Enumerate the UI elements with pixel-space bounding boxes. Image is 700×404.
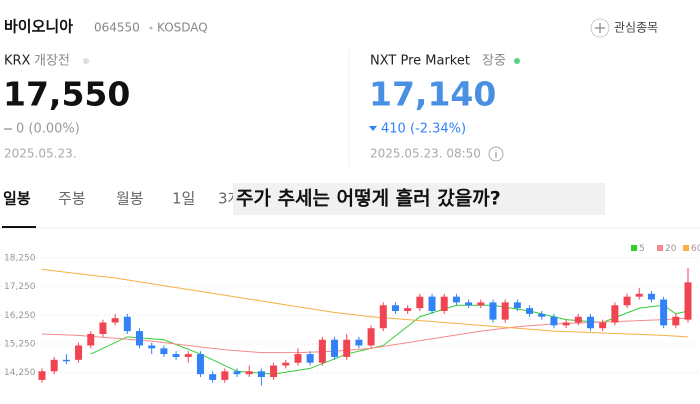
candle-body [355, 339, 363, 346]
candle-body [294, 354, 302, 363]
candle-body [416, 296, 424, 309]
legend-label: 60 [691, 244, 700, 254]
candle-body [367, 328, 375, 346]
candle-body [99, 322, 107, 334]
y-tick-label: 16,250 [4, 311, 36, 321]
stock-name: 바이오니아 [4, 18, 73, 36]
y-tick-label: 17,250 [4, 282, 36, 292]
nxt-price: 17,140 [369, 75, 496, 114]
candle-body [148, 345, 156, 349]
candle-body [184, 354, 192, 357]
nxt-label: NXT Pre Market [370, 54, 470, 69]
candle-body [635, 293, 643, 297]
candle-body [550, 316, 558, 326]
nxt-status: 장중 [482, 54, 506, 69]
legend-swatch [631, 245, 637, 251]
moving-average [41, 268, 689, 338]
krx-price: 17,550 [3, 75, 130, 114]
down-icon [369, 126, 377, 131]
candle-body [440, 296, 448, 312]
market: KOSDAQ [157, 21, 208, 35]
candle-body [684, 282, 692, 320]
candle-body [611, 305, 619, 323]
candle-body [160, 348, 168, 355]
krx-status: 개장전 [34, 54, 70, 69]
krx-change: 0 (0.00%) [16, 122, 80, 137]
candle-body [489, 302, 497, 320]
candle-body [343, 339, 351, 357]
candle-body [672, 316, 680, 326]
candle-body [123, 316, 131, 332]
candle-body [452, 296, 460, 303]
candle-body [257, 371, 265, 378]
candle-body [209, 374, 217, 380]
krx-date: 2025.05.23. [4, 147, 77, 161]
candle-body [391, 305, 399, 312]
candle-body [477, 302, 485, 306]
candle-body [306, 354, 314, 363]
candle-body [526, 308, 534, 314]
candle-body [574, 316, 582, 323]
y-tick-label: 14,250 [4, 368, 36, 378]
dot [149, 26, 153, 30]
legend-label: 5 [639, 244, 645, 254]
status-dot [83, 58, 89, 64]
info-icon[interactable] [488, 146, 504, 162]
candle-body [647, 293, 655, 300]
candle-body [50, 359, 58, 372]
tab[interactable]: 월봉 [116, 190, 144, 208]
banner: 주가 추세는 어떻게 흘러 갔을까? [236, 187, 501, 210]
candle-body [538, 313, 546, 317]
candle-body [586, 316, 594, 329]
candle-body [282, 362, 290, 366]
candle-body [404, 308, 412, 312]
legend-swatch [683, 245, 689, 251]
candle-body [513, 302, 521, 309]
candle-body [38, 371, 46, 380]
krx-label: KRX [4, 54, 31, 69]
nxt-change: 410 (-2.34%) [381, 122, 466, 137]
watch-label: 관심종목 [614, 21, 658, 35]
legend-swatch [657, 245, 663, 251]
candle-body [87, 333, 95, 346]
banner-bg [233, 183, 605, 215]
candle-body [428, 296, 436, 312]
watch-button[interactable]: 관심종목 [590, 18, 658, 38]
candle-body [270, 365, 278, 378]
nxt-date: 2025.05.23. 08:50 [370, 147, 481, 161]
candle-body [331, 339, 339, 357]
status-dot [514, 58, 520, 64]
candle-body [465, 302, 473, 306]
chart: 14,250 15,250 16,250 17,250 18,250 5 20 60 [0, 244, 700, 386]
y-tick-label: 15,250 [4, 340, 36, 350]
candle-body [233, 371, 241, 375]
candle-body [75, 345, 83, 360]
candle-body [136, 331, 144, 346]
candle-body [379, 305, 387, 329]
candle-body [172, 354, 180, 357]
candle-body [221, 371, 229, 380]
stock-code: 064550 [94, 21, 140, 35]
candle-body [599, 322, 607, 329]
candle-body [318, 339, 326, 363]
y-tick-label: 18,250 [4, 253, 36, 263]
tab[interactable]: 일봉 [3, 190, 31, 208]
plus [595, 23, 605, 33]
tab[interactable]: 주봉 [58, 190, 86, 208]
candle-body [660, 299, 668, 326]
candle-body [562, 322, 570, 326]
candle-body [62, 359, 70, 362]
candle-body [501, 302, 509, 320]
candle-body [111, 318, 119, 323]
candle-body [623, 296, 631, 306]
watch-icon [590, 18, 610, 38]
candle-body [196, 354, 204, 375]
candle-body [245, 371, 253, 375]
tab[interactable]: 1일 [172, 190, 195, 208]
legend-label: 20 [665, 244, 677, 254]
